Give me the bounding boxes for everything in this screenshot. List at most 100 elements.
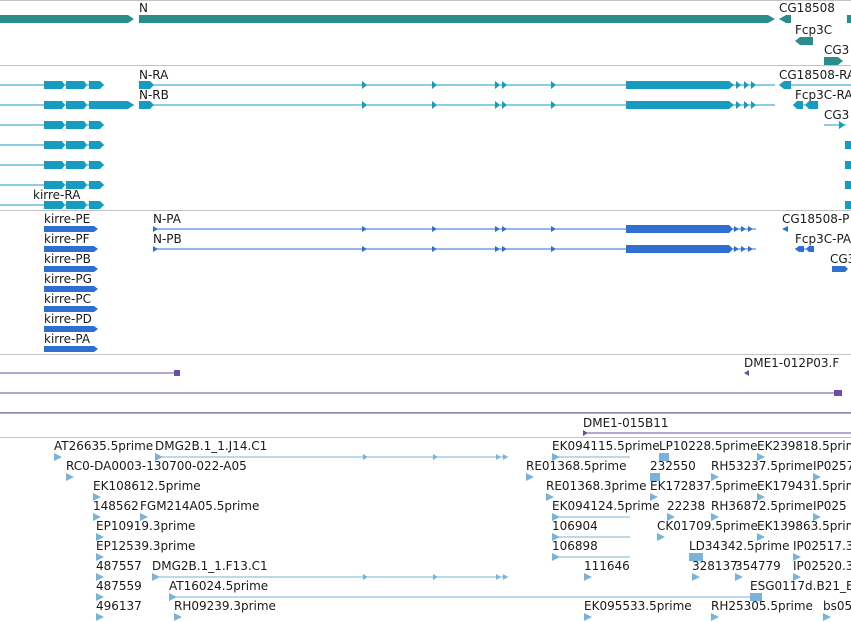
est-feature[interactable] <box>689 553 703 561</box>
est-feature[interactable] <box>155 453 508 461</box>
est-label: EK179431.5prim <box>757 479 851 493</box>
transcript-row[interactable] <box>0 161 104 169</box>
protein-kirre-pd[interactable] <box>44 326 98 332</box>
gene-feature[interactable] <box>0 15 134 23</box>
est-feature[interactable] <box>96 613 104 621</box>
protein-n-pb[interactable] <box>153 245 756 253</box>
protein-cg3x-label: CG3 <box>830 252 851 266</box>
protein-kirre-pa[interactable] <box>44 346 98 352</box>
protein-kirre-pd-label: kirre-PD <box>44 312 92 326</box>
transcript-edge-fragments[interactable] <box>845 141 851 209</box>
est-feature[interactable] <box>813 513 821 521</box>
est-feature[interactable] <box>96 533 104 541</box>
est-feature[interactable] <box>552 533 630 541</box>
transcript-row[interactable] <box>0 101 134 109</box>
est-label: IP025 <box>813 499 847 513</box>
est-label: 111646 <box>584 559 630 573</box>
est-feature[interactable] <box>757 533 765 541</box>
gene-n-label: N <box>139 1 148 15</box>
est-feature[interactable] <box>667 513 675 521</box>
transcript-row[interactable] <box>0 121 104 129</box>
est-feature[interactable] <box>152 573 508 581</box>
transcript-fcp3c-ra[interactable] <box>793 101 818 109</box>
est-feature[interactable] <box>711 613 719 621</box>
transcript-kirre-ra-label: kirre-RA <box>33 188 81 202</box>
est-label: IP02517.3 <box>793 539 851 553</box>
est-feature[interactable] <box>93 493 101 501</box>
clone-dme1-012p03[interactable] <box>744 370 749 376</box>
protein-n-pa[interactable] <box>153 225 756 233</box>
est-feature[interactable] <box>93 513 101 521</box>
transcript-kirre-ra[interactable] <box>0 201 104 209</box>
transcript-n-ra[interactable] <box>139 81 775 89</box>
est-feature[interactable] <box>657 533 665 541</box>
est-feature[interactable] <box>526 473 534 481</box>
clone-dme1-015b11-label: DME1-015B11 <box>583 416 669 430</box>
transcript-track: kirre-RA N-RA N-RB <box>0 68 851 209</box>
est-feature[interactable] <box>813 473 821 481</box>
clone-feature[interactable] <box>0 390 842 396</box>
gene-fcp3c-feature[interactable] <box>795 37 813 45</box>
est-feature[interactable] <box>757 493 765 501</box>
transcript-row[interactable] <box>0 181 104 189</box>
est-feature[interactable] <box>650 493 658 501</box>
gene-n-feature[interactable] <box>139 15 775 23</box>
est-feature[interactable] <box>711 473 719 481</box>
est-label: RE01368.5prime <box>526 459 627 473</box>
est-feature[interactable] <box>174 613 182 621</box>
est-label: 148562 <box>93 499 139 513</box>
est-feature[interactable] <box>140 513 148 521</box>
est-feature[interactable] <box>659 453 669 461</box>
protein-kirre-pa-label: kirre-PA <box>44 332 91 346</box>
transcript-cg3x[interactable] <box>824 121 846 129</box>
protein-kirre-pb[interactable] <box>44 266 98 272</box>
track-dividers <box>0 0 851 438</box>
protein-kirre-pf[interactable] <box>44 246 98 252</box>
est-label: EK239818.5prime <box>757 439 851 453</box>
est-feature[interactable] <box>169 593 760 601</box>
est-feature[interactable] <box>54 453 62 461</box>
est-feature[interactable] <box>735 573 743 581</box>
gene-cg3x-feature[interactable] <box>824 57 843 65</box>
protein-kirre-pe[interactable] <box>44 226 98 232</box>
est-feature[interactable] <box>552 553 630 561</box>
est-feature[interactable] <box>793 573 801 581</box>
est-feature[interactable] <box>650 473 660 481</box>
est-feature[interactable] <box>793 553 801 561</box>
est-label: 22238 <box>667 499 705 513</box>
est-feature[interactable] <box>692 573 700 581</box>
protein-n-pa-label: N-PA <box>153 212 182 226</box>
protein-cg3x[interactable] <box>832 266 848 272</box>
clone-feature[interactable] <box>0 370 180 376</box>
est-feature[interactable] <box>96 573 104 581</box>
est-feature[interactable] <box>66 473 74 481</box>
est-feature[interactable] <box>584 613 592 621</box>
protein-fcp3c[interactable] <box>795 246 814 252</box>
est-feature[interactable] <box>96 593 104 601</box>
est-feature[interactable] <box>823 613 831 621</box>
est-feature[interactable] <box>711 513 719 521</box>
protein-track: kirre-PE kirre-PF kirre-PB kirre-PG kirr… <box>44 212 851 352</box>
est-label: 106898 <box>552 539 598 553</box>
protein-kirre-pc[interactable] <box>44 306 98 312</box>
clone-dme1-015b11[interactable] <box>583 430 851 436</box>
protein-kirre-pg[interactable] <box>44 286 98 292</box>
gene-cg18508-feature[interactable] <box>779 15 791 23</box>
transcript-cg18508-ra[interactable] <box>779 81 851 89</box>
est-feature[interactable] <box>96 553 104 561</box>
protein-cg18508[interactable] <box>782 226 788 232</box>
transcript-row[interactable] <box>0 141 104 149</box>
transcript-row[interactable] <box>0 81 104 89</box>
est-feature[interactable] <box>552 513 630 521</box>
transcript-cg18508-label: CG18508-RA <box>779 68 851 82</box>
est-feature[interactable] <box>757 453 765 461</box>
est-feature[interactable] <box>546 493 554 501</box>
gene-feature[interactable] <box>847 15 851 23</box>
est-label: AT16024.5prime <box>169 579 268 593</box>
est-label: FGM214A05.5prime <box>140 499 259 513</box>
est-feature[interactable] <box>584 573 592 581</box>
est-feature[interactable] <box>750 593 762 601</box>
est-feature[interactable] <box>552 453 630 461</box>
transcript-n-rb[interactable] <box>139 101 775 109</box>
